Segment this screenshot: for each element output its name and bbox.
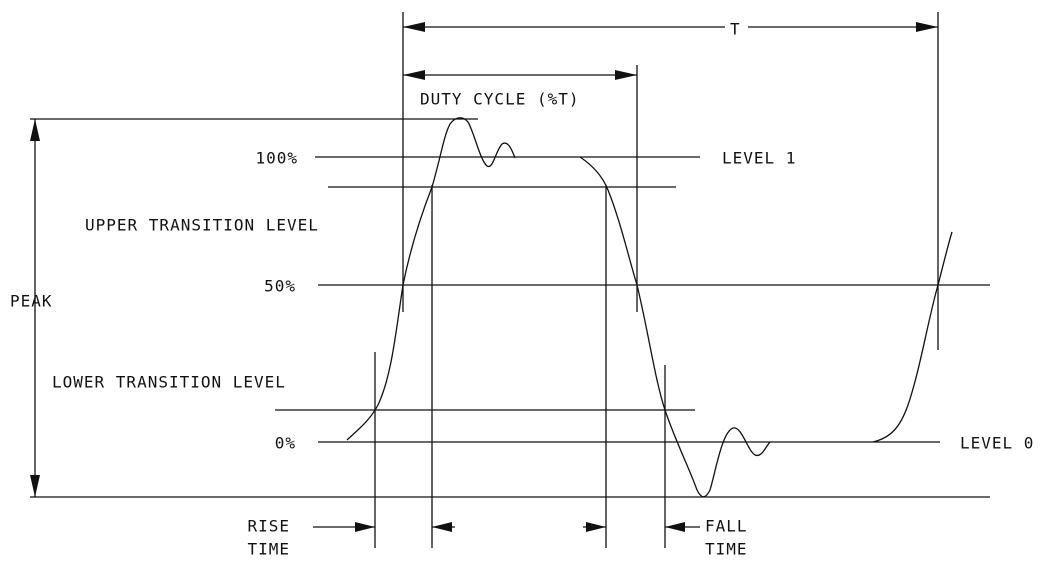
peak-label: PEAK (10, 292, 53, 311)
dimension-arrows (30, 22, 938, 532)
waveform (346, 117, 953, 498)
period-label: T (730, 20, 741, 39)
fall-time-label: TIME (705, 540, 748, 559)
duty-cycle-label: DUTY CYCLE (%T) (420, 90, 580, 109)
lower-transition-label: LOWER TRANSITION LEVEL (52, 373, 286, 392)
level-1-label: LEVEL 1 (722, 149, 796, 168)
level-50-label: 50% (264, 277, 296, 296)
rise-time-label: TIME (247, 540, 290, 559)
guide-lines (30, 12, 990, 548)
level-100-label: 100% (255, 149, 298, 168)
level-0-label: LEVEL 0 (960, 434, 1034, 453)
upper-transition-label: UPPER TRANSITION LEVEL (85, 216, 319, 235)
fall-time-label: FALL (705, 517, 748, 536)
rise-time-label: RISE (247, 517, 290, 536)
level-0-pct-label: 0% (275, 434, 296, 453)
